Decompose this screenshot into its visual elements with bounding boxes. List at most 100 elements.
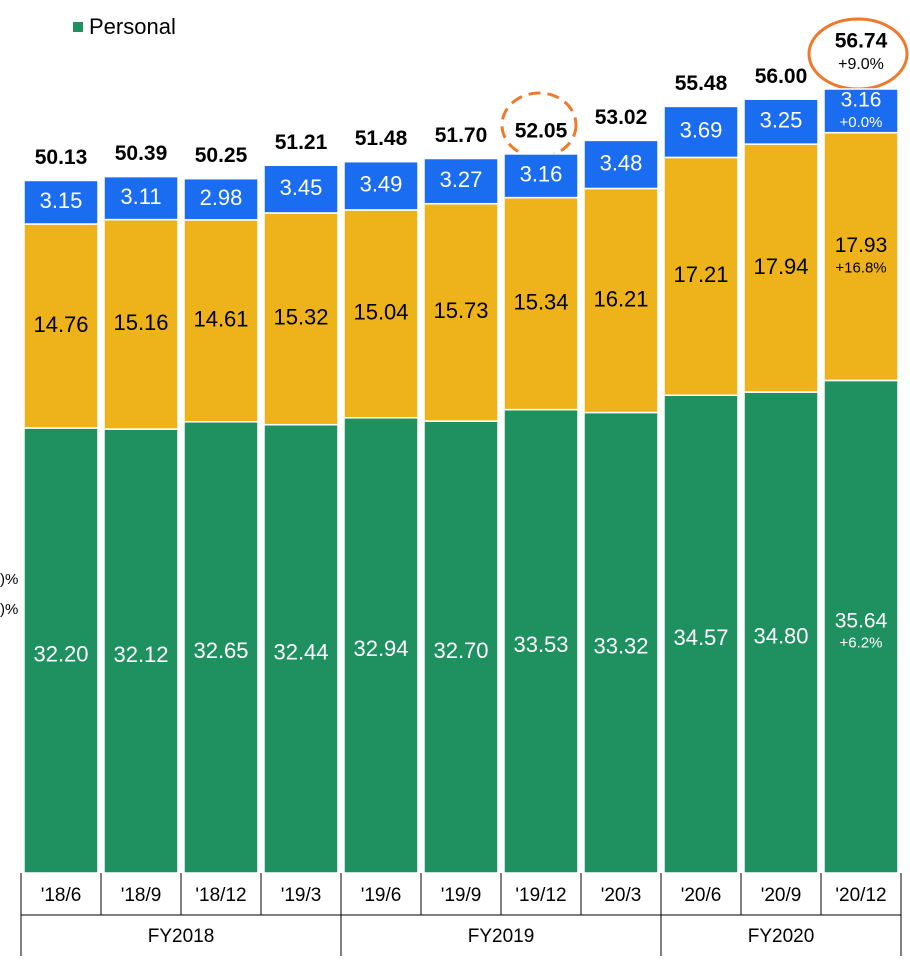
bar-segment <box>583 139 659 190</box>
value-label: 14.76 <box>33 312 88 337</box>
total-label: 55.48 <box>675 72 728 95</box>
bar-segment <box>583 187 659 414</box>
value-label: 34.80 <box>753 623 808 648</box>
value-label: 33.32 <box>593 634 648 659</box>
highlight-dashed <box>500 91 578 159</box>
bar-segment <box>183 219 259 423</box>
bar-segment <box>103 175 179 221</box>
total-label: 56.74 <box>835 30 888 53</box>
value-label: 32.12 <box>113 642 168 667</box>
bar-segment <box>823 379 899 874</box>
bar-segment <box>263 164 339 214</box>
total-label: 52.05 <box>515 119 568 142</box>
bar-segment <box>503 153 579 199</box>
bar-segment <box>23 179 99 225</box>
fragment: )% <box>0 601 18 618</box>
value-label: 35.64 <box>835 609 888 632</box>
bar-segment <box>823 131 899 382</box>
x-tick-label: '20/9 <box>761 885 802 906</box>
legend-swatch <box>73 22 83 32</box>
value-label: 32.94 <box>353 636 408 661</box>
value-label: 3.25 <box>760 107 803 132</box>
bar-segment <box>743 391 819 874</box>
total-label: 50.25 <box>195 144 248 167</box>
value-label: 3.69 <box>680 118 723 143</box>
value-label: 15.04 <box>353 300 408 325</box>
value-label: 3.45 <box>280 175 323 200</box>
x-tick-label: '18/6 <box>41 885 82 906</box>
bar-segment <box>743 143 819 393</box>
value-label: 15.32 <box>273 305 328 330</box>
value-label: 33.53 <box>513 632 568 657</box>
value-label: 3.16 <box>520 162 563 187</box>
bar-segment <box>423 157 499 205</box>
bar-segment <box>103 428 179 874</box>
bar-segment <box>663 394 739 874</box>
change-label: +16.8% <box>835 260 886 277</box>
group-label: FY2020 <box>748 926 815 947</box>
bar-segment <box>503 408 579 874</box>
x-tick-label: '20/6 <box>681 885 722 906</box>
value-label: 15.16 <box>113 310 168 335</box>
x-tick-label: '19/12 <box>515 885 566 906</box>
change-label: +6.2% <box>840 635 883 652</box>
value-label: 3.16 <box>841 88 882 111</box>
value-label: 17.21 <box>673 262 728 287</box>
fragment: )% <box>0 571 18 588</box>
value-label: 3.27 <box>440 167 483 192</box>
value-label: 2.98 <box>200 185 243 210</box>
bar-segment <box>103 218 179 430</box>
x-tick-label: '18/9 <box>121 885 162 906</box>
value-label: 15.73 <box>433 298 488 323</box>
x-tick-label: '19/6 <box>361 885 402 906</box>
bar-segment <box>343 160 419 211</box>
total-label: 50.13 <box>35 146 88 169</box>
total-label: 50.39 <box>115 142 168 165</box>
value-label: 32.20 <box>33 641 88 666</box>
value-label: 17.93 <box>835 234 888 257</box>
bar-segment <box>183 421 259 874</box>
x-tick-label: '19/3 <box>281 885 322 906</box>
value-label: 32.65 <box>193 638 248 663</box>
bar-segment <box>23 427 99 874</box>
x-tick-label: '20/12 <box>835 885 886 906</box>
bar-segment <box>343 417 419 874</box>
total-label: 51.21 <box>275 131 328 154</box>
bar-segment <box>263 212 339 426</box>
total-label: 51.48 <box>355 127 408 150</box>
bar-segment <box>343 209 419 419</box>
group-label: FY2019 <box>468 926 535 947</box>
total-label: 53.02 <box>595 106 648 129</box>
value-label: 34.57 <box>673 625 728 650</box>
value-label: 15.34 <box>513 289 568 314</box>
bar-segment <box>423 420 499 874</box>
value-label: 14.61 <box>193 307 248 332</box>
bar-segment <box>183 177 259 221</box>
value-label: 32.44 <box>273 640 328 665</box>
value-label: 32.70 <box>433 638 488 663</box>
bar-segment <box>423 202 499 422</box>
value-label: 3.11 <box>120 184 161 209</box>
change-label: +0.0% <box>840 114 883 131</box>
legend-label: Personal <box>89 14 176 39</box>
bar-segment <box>663 105 739 159</box>
x-tick-label: '20/3 <box>601 885 642 906</box>
bar-segment <box>743 98 819 145</box>
x-tick-label: '19/9 <box>441 885 482 906</box>
value-label: 3.48 <box>600 150 643 175</box>
value-label: 17.94 <box>753 254 808 279</box>
bar-segment <box>503 196 579 411</box>
total-label: 51.70 <box>435 124 488 147</box>
total-change: +9.0% <box>838 56 884 73</box>
group-label: FY2018 <box>148 926 215 947</box>
value-label: 3.15 <box>40 188 83 213</box>
value-label: 16.21 <box>593 286 648 311</box>
total-label: 56.00 <box>755 65 808 88</box>
bar-segment <box>663 156 739 396</box>
bar-segment <box>583 411 659 874</box>
bar-segment <box>823 88 899 134</box>
value-label: 3.49 <box>360 172 403 197</box>
x-tick-label: '18/12 <box>195 885 246 906</box>
